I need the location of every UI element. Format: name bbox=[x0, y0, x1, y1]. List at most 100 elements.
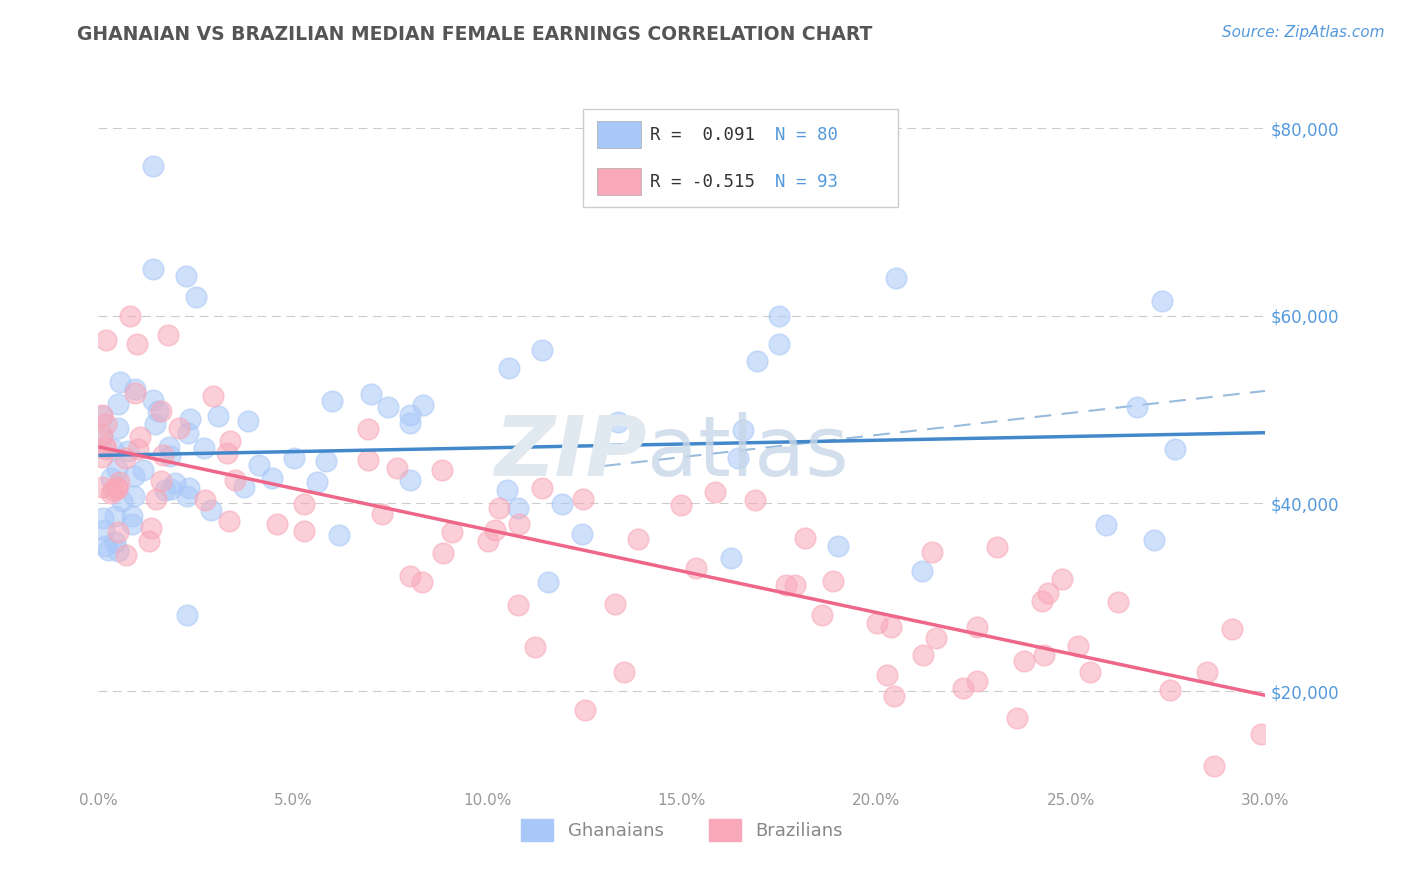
Point bbox=[744, 493, 766, 508]
Point bbox=[1222, 622, 1244, 636]
Point bbox=[96, 442, 118, 456]
Point bbox=[266, 516, 288, 531]
Point bbox=[880, 620, 903, 634]
Point bbox=[105, 462, 128, 476]
Point bbox=[118, 309, 141, 323]
Point bbox=[1005, 711, 1028, 725]
Point bbox=[508, 598, 530, 612]
Point bbox=[201, 388, 224, 402]
Point bbox=[177, 426, 200, 441]
Text: Source: ZipAtlas.com: Source: ZipAtlas.com bbox=[1222, 25, 1385, 40]
Point bbox=[357, 422, 380, 436]
Point bbox=[1164, 442, 1187, 456]
Point bbox=[1195, 665, 1218, 680]
Point bbox=[157, 327, 180, 342]
Point bbox=[785, 578, 807, 592]
Point bbox=[1033, 648, 1056, 662]
Point bbox=[149, 404, 172, 418]
Point bbox=[966, 620, 988, 634]
Point bbox=[574, 703, 596, 717]
Point bbox=[1159, 682, 1181, 697]
Point bbox=[884, 271, 907, 285]
Point bbox=[159, 482, 181, 496]
Point bbox=[1036, 586, 1059, 600]
Point bbox=[371, 507, 394, 521]
Point bbox=[165, 476, 187, 491]
Point bbox=[176, 489, 198, 503]
Point bbox=[360, 387, 382, 401]
Legend: Ghanaians, Brazilians: Ghanaians, Brazilians bbox=[513, 812, 851, 848]
Text: atlas: atlas bbox=[647, 412, 849, 493]
Point bbox=[531, 343, 554, 357]
Point bbox=[925, 631, 948, 645]
Point bbox=[821, 574, 844, 589]
Point bbox=[200, 503, 222, 517]
Point bbox=[1066, 639, 1088, 653]
Point bbox=[883, 690, 905, 704]
Point bbox=[398, 417, 420, 431]
Point bbox=[236, 414, 259, 428]
Point bbox=[488, 501, 510, 516]
Point bbox=[93, 523, 115, 537]
Point bbox=[412, 398, 434, 412]
Bar bbox=[596, 168, 641, 195]
Point bbox=[224, 473, 246, 487]
FancyBboxPatch shape bbox=[582, 110, 898, 207]
Point bbox=[247, 458, 270, 472]
Point bbox=[215, 445, 238, 459]
Point bbox=[94, 417, 117, 432]
Point bbox=[385, 461, 408, 475]
Point bbox=[398, 408, 420, 422]
Text: N = 93: N = 93 bbox=[775, 173, 838, 191]
Point bbox=[174, 268, 197, 283]
Point bbox=[94, 539, 117, 553]
Point bbox=[921, 545, 943, 559]
Point bbox=[432, 546, 454, 560]
Point bbox=[398, 474, 420, 488]
Point bbox=[207, 409, 229, 423]
Point bbox=[866, 616, 889, 631]
Point bbox=[484, 523, 506, 537]
Point bbox=[328, 528, 350, 542]
Point bbox=[142, 159, 165, 173]
Point bbox=[138, 533, 160, 548]
Point bbox=[141, 521, 163, 535]
Text: R =  0.091: R = 0.091 bbox=[651, 126, 755, 144]
Point bbox=[193, 441, 215, 455]
Point bbox=[105, 482, 128, 496]
Point bbox=[219, 434, 242, 448]
Point bbox=[508, 517, 530, 532]
Point bbox=[91, 408, 114, 422]
Point bbox=[398, 568, 420, 582]
Point bbox=[1050, 572, 1073, 586]
Text: ZIP: ZIP bbox=[495, 412, 647, 493]
Point bbox=[1143, 533, 1166, 548]
Point bbox=[1152, 294, 1174, 309]
Point bbox=[292, 497, 315, 511]
Point bbox=[1204, 759, 1226, 773]
Point bbox=[952, 681, 974, 695]
Point bbox=[127, 442, 149, 457]
Point bbox=[627, 532, 650, 546]
Point bbox=[1031, 594, 1053, 608]
Point bbox=[107, 544, 129, 558]
Point bbox=[775, 578, 797, 592]
Point bbox=[108, 375, 131, 389]
Point bbox=[142, 261, 165, 276]
Point bbox=[167, 421, 190, 435]
Point bbox=[121, 517, 143, 532]
Bar bbox=[596, 121, 641, 148]
Point bbox=[607, 415, 630, 429]
Point bbox=[107, 524, 129, 539]
Point bbox=[111, 494, 134, 508]
Point bbox=[101, 442, 124, 457]
Point bbox=[107, 397, 129, 411]
Point bbox=[524, 640, 547, 655]
Point bbox=[1107, 595, 1129, 609]
Point bbox=[727, 451, 749, 466]
Point bbox=[96, 334, 118, 348]
Point bbox=[411, 575, 433, 590]
Point bbox=[117, 444, 139, 458]
Point bbox=[157, 440, 180, 454]
Point bbox=[114, 450, 136, 465]
